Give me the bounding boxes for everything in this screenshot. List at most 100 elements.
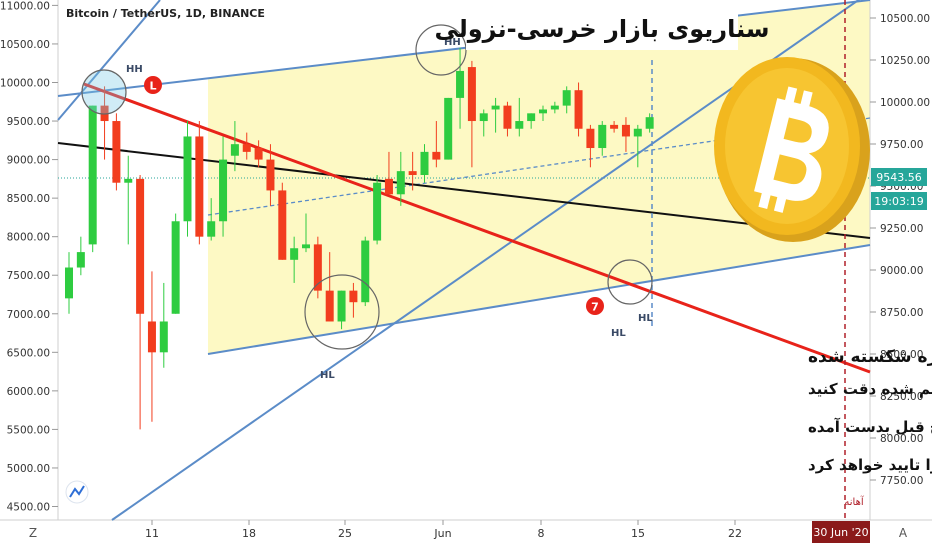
label-hl-right-b: HL [638,313,653,324]
candle[interactable] [633,124,642,168]
candle[interactable] [408,151,417,191]
candle[interactable] [183,121,192,237]
right-tick-label: 10500.00 [880,13,930,25]
candle-body [290,248,299,260]
candle[interactable] [124,155,133,245]
candle[interactable] [349,282,358,318]
candle[interactable] [361,236,370,307]
candle[interactable] [610,121,619,133]
candle[interactable] [100,86,109,160]
candle[interactable] [290,236,299,283]
candle[interactable] [76,236,85,276]
candle-body [598,124,607,149]
candle[interactable] [254,140,263,168]
candle[interactable] [515,97,524,137]
candle[interactable] [550,101,559,114]
black-trend-line[interactable] [57,142,871,239]
x-axis-ticks: 11 18 25 Jun 8 15 22 [145,520,742,540]
candle[interactable] [645,113,654,133]
left-tick-label: 11000.00 [0,0,50,12]
candle[interactable] [266,144,275,206]
auto-scale-button[interactable]: A [899,526,908,540]
left-axis-ticks: 11000.00 10500.00 10000.00 9500.00 9000.00 85… [0,0,58,514]
candle[interactable] [147,271,156,422]
candle[interactable] [420,144,429,183]
candle[interactable] [503,101,512,137]
candle[interactable] [278,182,287,260]
candle-body [266,159,275,191]
right-tick-label: 8750.00 [880,307,923,319]
candle[interactable] [444,97,453,160]
right-tick-label: 9250.00 [880,223,923,235]
candle[interactable] [574,82,583,137]
candle[interactable] [621,117,630,152]
candle-body [195,136,204,237]
right-tick-label: 10250.00 [880,55,930,67]
red-trend-line[interactable] [83,82,871,374]
left-tick-label: 9000.00 [7,155,50,167]
candle-body [574,90,583,129]
candle[interactable] [479,109,488,137]
right-tick-label: 8000.00 [880,433,923,445]
symbol-title: Bitcoin / TetherUS, 1D, BINANCE [66,7,265,20]
candle[interactable] [456,47,465,129]
candle[interactable] [598,121,607,156]
candle[interactable] [207,198,216,241]
candle[interactable] [539,105,547,122]
candle[interactable] [195,121,204,245]
candle[interactable] [491,97,500,133]
candle-body [610,124,619,129]
candle[interactable] [112,113,121,191]
candle[interactable] [88,105,97,253]
candle-body [124,178,133,183]
candle-body [550,105,559,110]
candle-body [420,151,429,176]
candle[interactable] [467,60,476,168]
candle[interactable] [384,151,393,195]
right-tick-label: 9750.00 [880,139,923,151]
candle[interactable] [65,252,73,314]
circle-hh-left [81,69,127,115]
candle-body [337,290,346,322]
left-tick-label: 8500.00 [7,193,50,205]
candle-body [408,171,417,176]
candle[interactable] [302,213,310,253]
candle-body [219,159,228,222]
candle[interactable] [219,136,228,237]
candle-body [467,67,476,122]
candle-body [491,105,500,110]
candle-body [384,178,393,195]
candle-body [230,144,239,156]
candle[interactable] [159,282,168,368]
candle[interactable] [325,252,334,322]
left-tick-label: 7000.00 [7,309,50,321]
candle[interactable] [396,151,405,206]
candle[interactable] [171,213,180,314]
zoom-corner-button[interactable]: Z [29,526,37,540]
candle[interactable] [337,290,346,330]
candle[interactable] [230,121,239,172]
channel-lower-line[interactable] [207,244,871,355]
candle[interactable] [527,113,536,129]
candle[interactable] [136,175,145,430]
candle[interactable] [313,236,322,299]
candle-body [100,105,109,122]
candle[interactable] [562,86,571,114]
candle[interactable] [242,132,251,160]
right-tick-label: 7750.00 [880,475,923,487]
candle-body [171,221,180,314]
candle[interactable] [586,124,595,168]
candle-body [633,128,642,137]
scenario-title-box [466,6,738,50]
right-axis-ticks: 10500.0010250.0010000.009750.009500.0092… [870,13,930,487]
candle[interactable] [373,175,382,245]
blue-trend-line-left[interactable] [57,0,161,121]
annotation-line-4: هر کندل روزانه‌ای که از کانال رسم شده به… [808,456,932,474]
right-tick-label: 10000.00 [880,97,930,109]
candle-body [147,321,156,353]
candle-body [645,117,654,129]
left-tick-label: 10500.00 [0,39,50,51]
candle[interactable] [432,121,441,168]
